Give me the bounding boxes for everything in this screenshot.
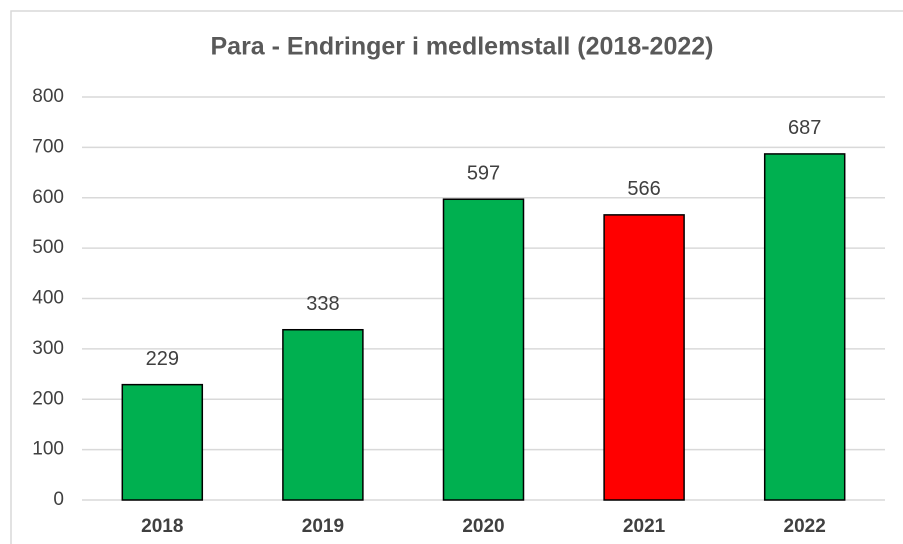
- y-tick-label: 0: [53, 489, 64, 510]
- y-tick-label: 200: [32, 388, 64, 409]
- y-tick-label: 100: [32, 439, 64, 460]
- x-tick-label: 2019: [302, 516, 344, 537]
- value-label: 597: [467, 163, 500, 185]
- y-tick-label: 400: [32, 288, 64, 309]
- bar: [282, 328, 364, 501]
- bar: [121, 383, 204, 501]
- x-tick-label: 2018: [141, 516, 183, 537]
- y-tick-label: 800: [32, 86, 64, 107]
- bar: [763, 153, 846, 501]
- x-tick-label: 2022: [784, 516, 826, 537]
- x-tick-label: 2020: [462, 516, 504, 537]
- bar: [442, 198, 525, 501]
- value-label: 687: [788, 117, 821, 139]
- bar: [603, 214, 685, 501]
- x-tick-label: 2021: [623, 516, 666, 537]
- y-tick-label: 300: [32, 338, 64, 359]
- value-label: 338: [306, 293, 339, 315]
- y-tick-label: 700: [32, 136, 64, 157]
- chart-title: Para - Endringer i medlemstall (2018-202…: [211, 33, 714, 61]
- y-tick-label: 600: [32, 187, 64, 208]
- value-label: 566: [627, 178, 660, 200]
- y-tick-label: 500: [32, 237, 64, 258]
- value-label: 229: [146, 348, 179, 370]
